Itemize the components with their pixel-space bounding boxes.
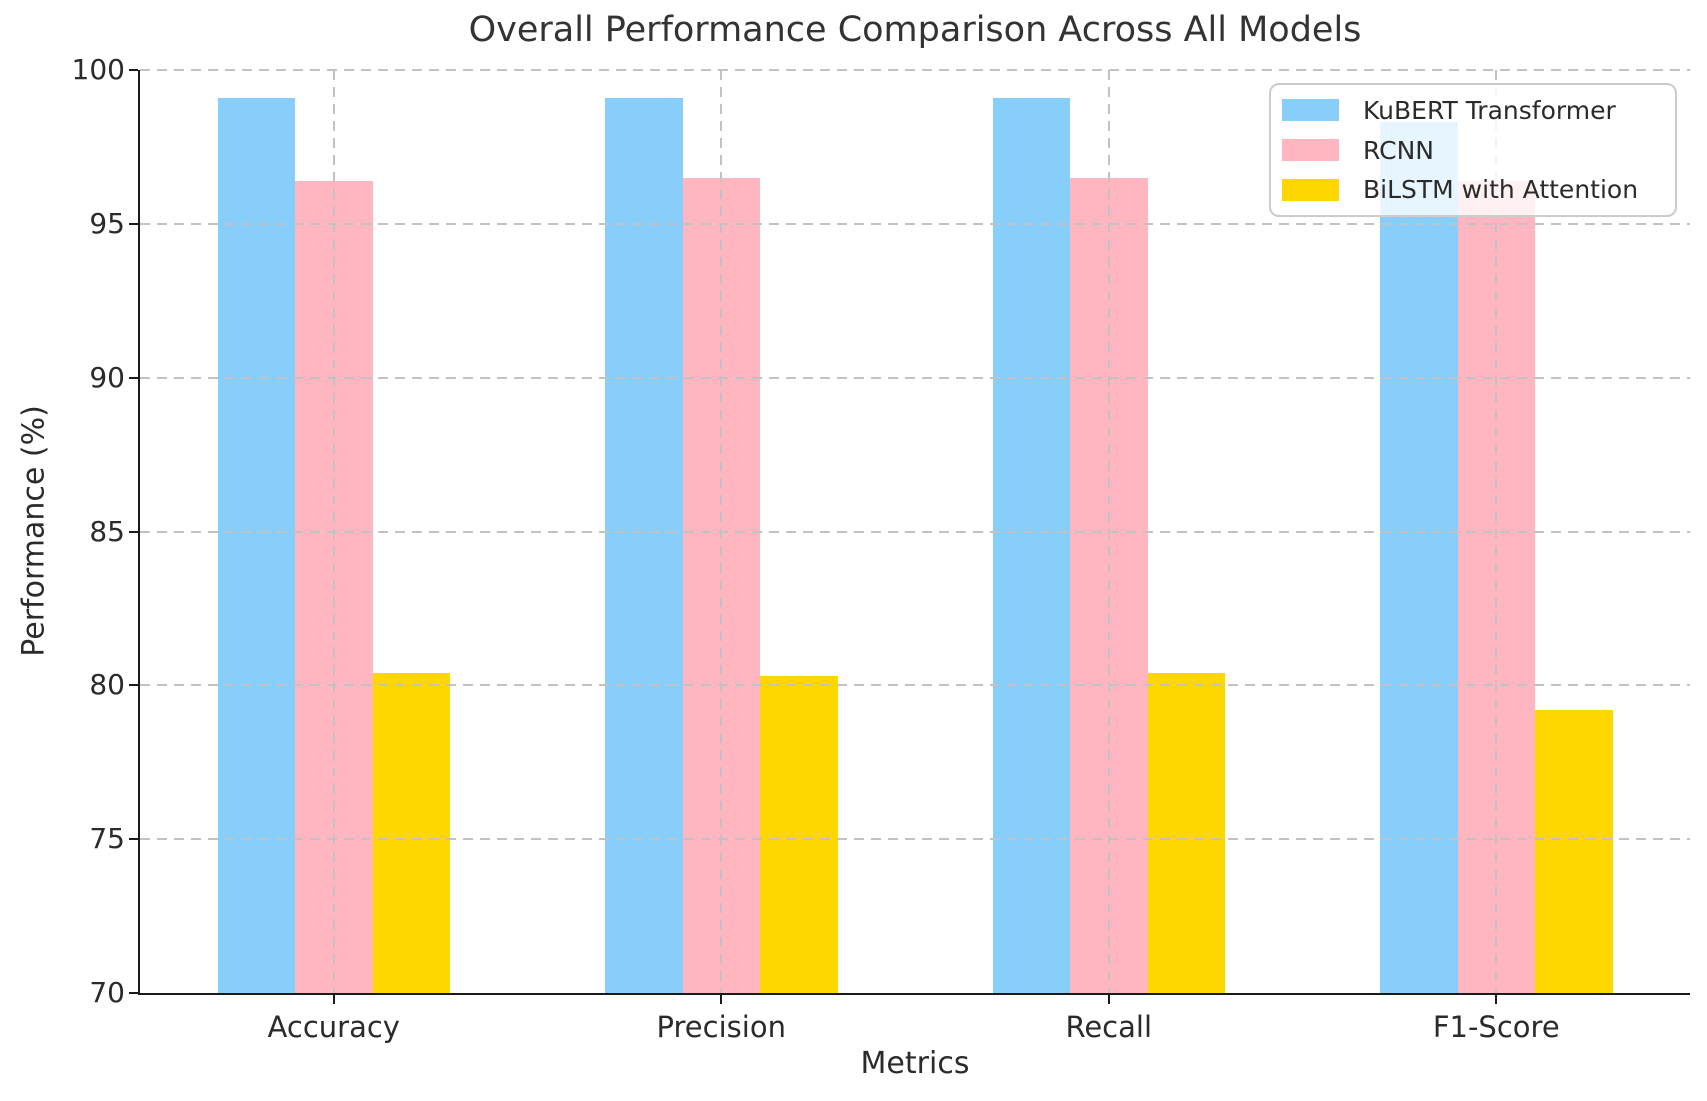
y-tick-label-85: 85 — [89, 514, 125, 548]
y-tick-85 — [129, 530, 138, 533]
bar-precision-series-0 — [605, 97, 683, 993]
y-tick-100 — [129, 69, 138, 71]
y-tick-70 — [129, 992, 138, 994]
bar-recall-series-2 — [1147, 673, 1225, 993]
legend-item-2: BiLSTM with Attention — [1271, 175, 1675, 204]
x-tick-label-accuracy: Accuracy — [267, 1010, 400, 1044]
y-tick-label-95: 95 — [89, 206, 125, 240]
legend-swatch-0 — [1282, 99, 1339, 122]
legend-swatch-2 — [1282, 178, 1339, 201]
legend: KuBERT Transformer RCNN BiLSTM with Attent… — [1269, 83, 1677, 217]
bar-recall-series-1 — [1070, 177, 1148, 993]
bar-f1-score-series-1 — [1457, 180, 1535, 993]
legend-swatch-1 — [1282, 139, 1339, 161]
x-tick-recall — [1107, 995, 1110, 1004]
y-tick-label-75: 75 — [89, 822, 125, 856]
legend-label-2: BiLSTM with Attention — [1363, 175, 1639, 205]
y-tick-90 — [129, 376, 138, 379]
bar-precision-series-2 — [760, 676, 838, 993]
y-tick-label-90: 90 — [89, 360, 125, 394]
bar-accuracy-series-1 — [295, 180, 373, 993]
x-tick-label-recall: Recall — [1065, 1010, 1153, 1044]
bar-accuracy-series-2 — [372, 673, 450, 993]
y-tick-label-80: 80 — [89, 668, 125, 702]
y-tick-label-70: 70 — [89, 976, 125, 1009]
y-tick-75 — [129, 838, 138, 841]
x-tick-precision — [720, 995, 723, 1004]
chart-title: Overall Performance Comparison Across Al… — [468, 10, 1362, 50]
y-tick-95 — [129, 222, 138, 225]
plot-area: 70 75 80 85 90 95 100 Accuracy Precision Recall F… — [72, 54, 1690, 1044]
x-axis-label: Metrics — [860, 1046, 970, 1081]
legend-item-1: RCNN — [1271, 136, 1675, 165]
bar-f1-score-series-0 — [1380, 122, 1458, 993]
legend-label-1: RCNN — [1363, 135, 1434, 165]
bar-precision-series-1 — [682, 177, 760, 993]
x-tick-accuracy — [332, 995, 335, 1004]
bar-recall-series-0 — [992, 97, 1070, 993]
x-tick-label-precision: Precision — [656, 1010, 786, 1044]
legend-label-0: KuBERT Transformer — [1363, 95, 1616, 125]
y-tick-label-100: 100 — [71, 53, 125, 86]
y-axis-spine — [138, 70, 140, 995]
x-tick-label-f1-score: F1-Score — [1432, 1010, 1560, 1044]
legend-item-0: KuBERT Transformer — [1271, 96, 1675, 125]
x-tick-f1-score — [1495, 995, 1498, 1004]
bar-accuracy-series-0 — [217, 97, 295, 993]
y-tick-80 — [129, 684, 138, 687]
x-axis-spine — [138, 993, 1690, 995]
bar-f1-score-series-2 — [1535, 709, 1613, 993]
